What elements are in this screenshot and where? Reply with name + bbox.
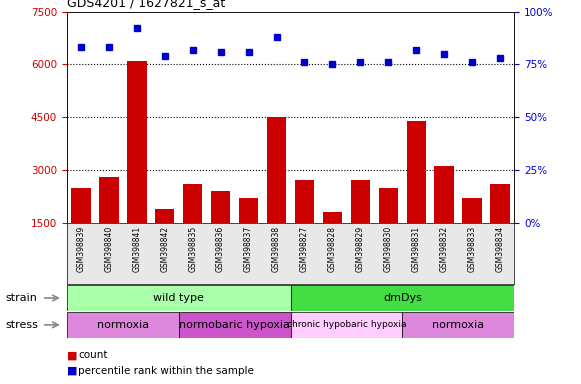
Text: GDS4201 / 1627821_s_at: GDS4201 / 1627821_s_at bbox=[67, 0, 225, 9]
Text: GSM398829: GSM398829 bbox=[356, 226, 365, 272]
Bar bbox=[71, 187, 91, 276]
Text: ■: ■ bbox=[67, 366, 77, 376]
Bar bbox=[290, 312, 403, 338]
Text: GSM398833: GSM398833 bbox=[468, 226, 477, 272]
Text: normoxia: normoxia bbox=[432, 320, 485, 330]
Text: dmDys: dmDys bbox=[383, 293, 422, 303]
Text: GSM398840: GSM398840 bbox=[104, 226, 113, 272]
Text: GSM398832: GSM398832 bbox=[440, 226, 449, 272]
Text: GSM398828: GSM398828 bbox=[328, 226, 337, 272]
Text: normobaric hypoxia: normobaric hypoxia bbox=[179, 320, 290, 330]
Bar bbox=[435, 166, 454, 276]
Bar bbox=[99, 177, 119, 276]
Text: normoxia: normoxia bbox=[96, 320, 149, 330]
Text: count: count bbox=[78, 350, 108, 360]
Text: percentile rank within the sample: percentile rank within the sample bbox=[78, 366, 254, 376]
Text: GSM398831: GSM398831 bbox=[412, 226, 421, 272]
Text: GSM398835: GSM398835 bbox=[188, 226, 197, 272]
Bar bbox=[239, 198, 259, 276]
Text: wild type: wild type bbox=[153, 293, 204, 303]
Bar bbox=[290, 285, 514, 311]
Text: GSM398842: GSM398842 bbox=[160, 226, 169, 272]
Bar bbox=[155, 209, 174, 276]
Text: GSM398841: GSM398841 bbox=[132, 226, 141, 272]
Bar bbox=[379, 187, 398, 276]
Text: GSM398837: GSM398837 bbox=[244, 226, 253, 272]
Bar bbox=[350, 180, 370, 276]
Text: chronic hypobaric hypoxia: chronic hypobaric hypoxia bbox=[286, 320, 406, 329]
Bar bbox=[403, 312, 514, 338]
Text: GSM398836: GSM398836 bbox=[216, 226, 225, 272]
Bar bbox=[179, 312, 290, 338]
Text: GSM398830: GSM398830 bbox=[384, 226, 393, 272]
Bar bbox=[267, 117, 286, 276]
Bar bbox=[490, 184, 510, 276]
Text: stress: stress bbox=[6, 320, 39, 330]
Bar bbox=[407, 121, 426, 276]
Text: GSM398838: GSM398838 bbox=[272, 226, 281, 272]
Text: GSM398834: GSM398834 bbox=[496, 226, 505, 272]
Text: GSM398839: GSM398839 bbox=[76, 226, 85, 272]
Text: strain: strain bbox=[6, 293, 38, 303]
Bar bbox=[295, 180, 314, 276]
Bar bbox=[462, 198, 482, 276]
Bar bbox=[67, 285, 290, 311]
Bar bbox=[67, 312, 179, 338]
Text: GSM398827: GSM398827 bbox=[300, 226, 309, 272]
Text: ■: ■ bbox=[67, 350, 77, 360]
Bar bbox=[322, 212, 342, 276]
Bar bbox=[127, 61, 146, 276]
Bar bbox=[183, 184, 202, 276]
Bar bbox=[211, 191, 231, 276]
